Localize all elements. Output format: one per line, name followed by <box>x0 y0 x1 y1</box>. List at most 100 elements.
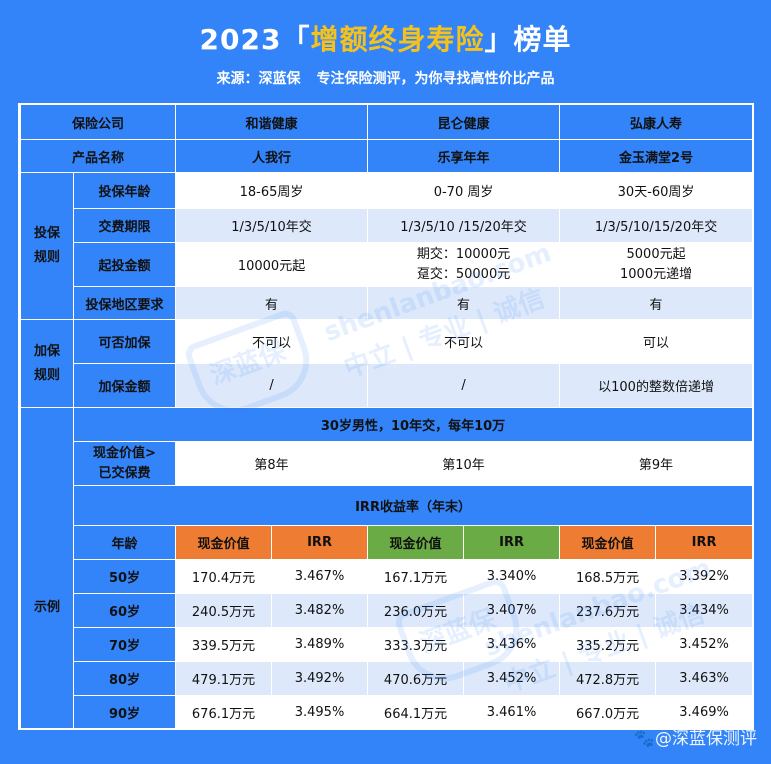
cell: 3.495% <box>271 695 369 729</box>
section-label-line: 加保 <box>33 343 60 359</box>
cell: / <box>175 363 369 408</box>
irr-header: IRR <box>655 525 754 560</box>
title-highlight: 增额终身寿险 <box>310 23 485 56</box>
product-name: 乐享年年 <box>367 139 561 173</box>
cash-value-header: 现金价值 <box>367 525 465 560</box>
cell: 3.436% <box>463 627 561 662</box>
cell: 3.482% <box>271 593 369 628</box>
company-row: 保险公司 和谐健康 昆仑健康 弘康人寿 <box>19 104 754 140</box>
cell: 3.452% <box>463 661 561 696</box>
cell-line: 1000元递增 <box>620 266 693 282</box>
cell: 1/3/5/10/15/20年交 <box>559 208 754 243</box>
company-label: 保险公司 <box>19 104 177 140</box>
section-label-example: 示例 <box>20 407 74 729</box>
cell: 有 <box>367 286 561 320</box>
irr-row-70: 70岁 339.5万元 3.489% 333.3万元 3.436% 335.2万… <box>21 627 754 662</box>
cell: 3.489% <box>271 627 369 662</box>
rule-row-payment-term: 交费期限 1/3/5/10年交 1/3/5/10 /15/20年交 1/3/5/… <box>21 208 754 243</box>
section-label-line: 投保 <box>33 226 60 241</box>
cell: 3.463% <box>655 661 754 696</box>
cell: 3.434% <box>655 593 754 628</box>
section-label-rules: 投保 规则 <box>20 172 74 320</box>
title-prefix: 2023「 <box>199 23 311 56</box>
cell: 第9年 <box>559 441 754 486</box>
rule-row-min-amount: 起投金额 10000元起 期交：10000元 趸交：50000元 5000元起 … <box>21 242 754 287</box>
cell: 以100的整数倍递增 <box>559 363 754 408</box>
section-label-line: 规则 <box>33 250 60 265</box>
comparison-table-container: 保险公司 和谐健康 昆仑健康 弘康人寿 产品名称 人我行 乐享年年 金玉满堂2号… <box>18 103 754 730</box>
age-cell: 80岁 <box>72 661 177 696</box>
page-subtitle: 来源：深蓝保 专注保险测评，为你寻找高性价比产品 <box>0 68 771 88</box>
cell: 0-70 周岁 <box>367 172 561 209</box>
age-cell: 60岁 <box>72 593 177 628</box>
row-label: 投保年龄 <box>72 172 177 209</box>
irr-header-row: 年龄 现金价值 IRR 现金价值 IRR 现金价值 IRR <box>21 525 754 560</box>
cell: 有 <box>559 286 754 320</box>
comparison-table: 保险公司 和谐健康 昆仑健康 弘康人寿 产品名称 人我行 乐享年年 金玉满堂2号… <box>19 104 754 729</box>
cell: 3.469% <box>655 695 754 729</box>
footer-watermark: 🐾@深蓝保测评 <box>634 724 757 749</box>
cell: 167.1万元 <box>367 559 465 594</box>
cash-value-header: 现金价值 <box>559 525 657 560</box>
row-label-line: 已交保费 <box>98 465 151 481</box>
page-title: 2023「增额终身寿险」榜单 <box>0 18 771 58</box>
cell: 3.461% <box>463 695 561 729</box>
cell: 3.407% <box>463 593 561 628</box>
cell: 3.340% <box>463 559 561 594</box>
row-label: 现金价值> 已交保费 <box>72 441 177 486</box>
footer-account: @深蓝保测评 <box>655 729 757 749</box>
cell: 237.6万元 <box>559 593 657 628</box>
irr-header: IRR <box>271 525 369 560</box>
cell: 3.392% <box>655 559 754 594</box>
cell: 339.5万元 <box>175 627 273 662</box>
rule-row-region: 投保地区要求 有 有 有 <box>21 286 754 320</box>
section-label-line: 示例 <box>33 600 60 615</box>
irr-header: IRR <box>463 525 561 560</box>
irr-title: IRR收益率（年末） <box>72 485 754 526</box>
row-label-line: 现金价值> <box>93 445 156 461</box>
product-label: 产品名称 <box>19 139 177 173</box>
company-name: 和谐健康 <box>175 104 369 140</box>
cell: 期交：10000元 趸交：50000元 <box>367 242 561 287</box>
example-banner-row: 示例 30岁男性，10年交，每年10万 <box>20 407 754 729</box>
product-name: 人我行 <box>175 139 369 173</box>
cell: 不可以 <box>367 319 561 364</box>
cell: 不可以 <box>175 319 369 364</box>
cell: 第8年 <box>175 441 369 486</box>
age-cell: 50岁 <box>72 559 177 594</box>
row-label: 交费期限 <box>72 208 177 243</box>
irr-title-row: IRR收益率（年末） <box>21 485 754 526</box>
cell: 30天-60周岁 <box>559 172 754 209</box>
cell: 10000元起 <box>175 242 369 287</box>
cell: 有 <box>175 286 369 320</box>
product-row: 产品名称 人我行 乐享年年 金玉满堂2号 <box>19 139 754 173</box>
cell: 可以 <box>559 319 754 364</box>
irr-row-50: 50岁 170.4万元 3.467% 167.1万元 3.340% 168.5万… <box>21 559 754 594</box>
cell: 1/3/5/10 /15/20年交 <box>367 208 561 243</box>
cell: 472.8万元 <box>559 661 657 696</box>
subtitle-source: 来源：深蓝保 <box>216 71 301 87</box>
cell: 236.0万元 <box>367 593 465 628</box>
cell: 667.0万元 <box>559 695 657 729</box>
product-name: 金玉满堂2号 <box>559 139 754 173</box>
cell: 第10年 <box>367 441 561 486</box>
company-name: 弘康人寿 <box>559 104 754 140</box>
cell-line: 趸交：50000元 <box>416 266 511 282</box>
cell: 3.467% <box>271 559 369 594</box>
cell: 335.2万元 <box>559 627 657 662</box>
age-cell: 90岁 <box>72 695 177 729</box>
cell: 1/3/5/10年交 <box>175 208 369 243</box>
add-row-allowed: 加保 规则 可否加保 不可以 不可以 可以 <box>20 319 754 408</box>
age-header: 年龄 <box>72 525 177 560</box>
cell: 3.492% <box>271 661 369 696</box>
cash-exceed-row: 现金价值> 已交保费 第8年 第10年 第9年 <box>21 441 754 486</box>
cell: 5000元起 1000元递增 <box>559 242 754 287</box>
irr-row-80: 80岁 479.1万元 3.492% 470.6万元 3.452% 472.8万… <box>21 661 754 696</box>
cash-value-header: 现金价值 <box>175 525 273 560</box>
section-label-add: 加保 规则 <box>20 319 74 408</box>
example-banner: 30岁男性，10年交，每年10万 <box>72 407 754 442</box>
cell: 470.6万元 <box>367 661 465 696</box>
cell: 479.1万元 <box>175 661 273 696</box>
cell: 170.4万元 <box>175 559 273 594</box>
irr-row-60: 60岁 240.5万元 3.482% 236.0万元 3.407% 237.6万… <box>21 593 754 628</box>
